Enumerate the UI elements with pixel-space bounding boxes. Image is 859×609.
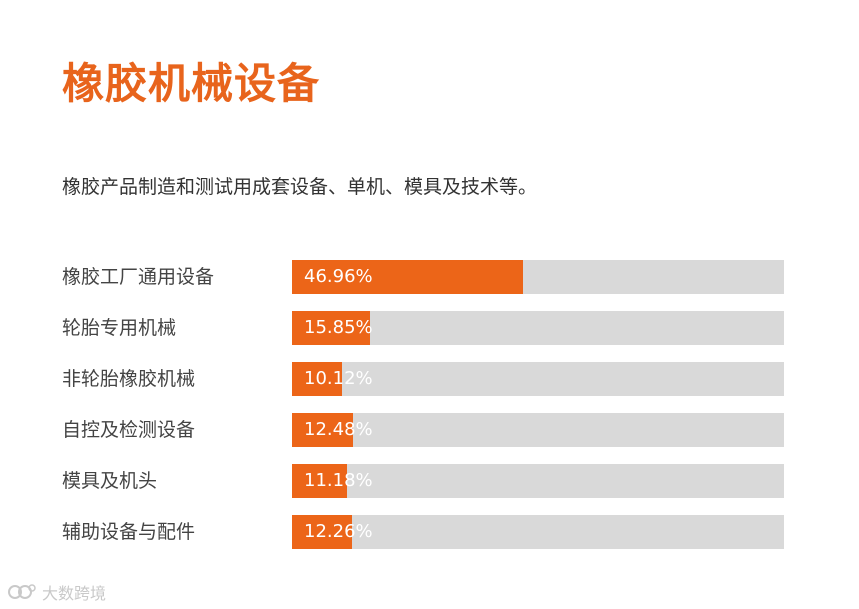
bar-value-label: 10.12%	[304, 368, 373, 389]
watermark: 大数跨境	[6, 580, 106, 604]
bar	[292, 464, 347, 498]
bar-value-label: 12.26%	[304, 521, 373, 542]
bar	[292, 362, 342, 396]
bar-category-label: 模具及机头	[62, 470, 158, 492]
bar-track: 12.48%	[292, 413, 784, 447]
bar-track: 46.96%	[292, 260, 784, 294]
bar	[292, 311, 370, 345]
bar-category-label: 橡胶工厂通用设备	[62, 266, 215, 288]
bar-value-label: 12.48%	[304, 419, 373, 440]
page-title: 橡胶机械设备	[62, 59, 321, 108]
bar	[292, 413, 354, 447]
bar-track: 15.85%	[292, 311, 784, 345]
bar-track: 11.18%	[292, 464, 784, 498]
bar-category-label: 轮胎专用机械	[62, 317, 177, 339]
bar-value-label: 15.85%	[304, 317, 373, 338]
bar-category-label: 辅助设备与配件	[62, 521, 196, 543]
bar-track: 10.12%	[292, 362, 784, 396]
bar	[292, 260, 524, 294]
watermark-logo-icon	[8, 584, 36, 599]
bar	[292, 515, 353, 549]
bar-track: 12.26%	[292, 515, 784, 549]
bar-value-label: 46.96%	[304, 266, 373, 287]
bar-value-label: 11.18%	[304, 470, 373, 491]
watermark-text: 大数跨境	[42, 584, 107, 603]
bar-category-label: 非轮胎橡胶机械	[62, 368, 196, 390]
bar-category-label: 自控及检测设备	[62, 419, 196, 441]
page-subtitle: 橡胶产品制造和测试用成套设备、单机、模具及技术等。	[62, 176, 538, 198]
